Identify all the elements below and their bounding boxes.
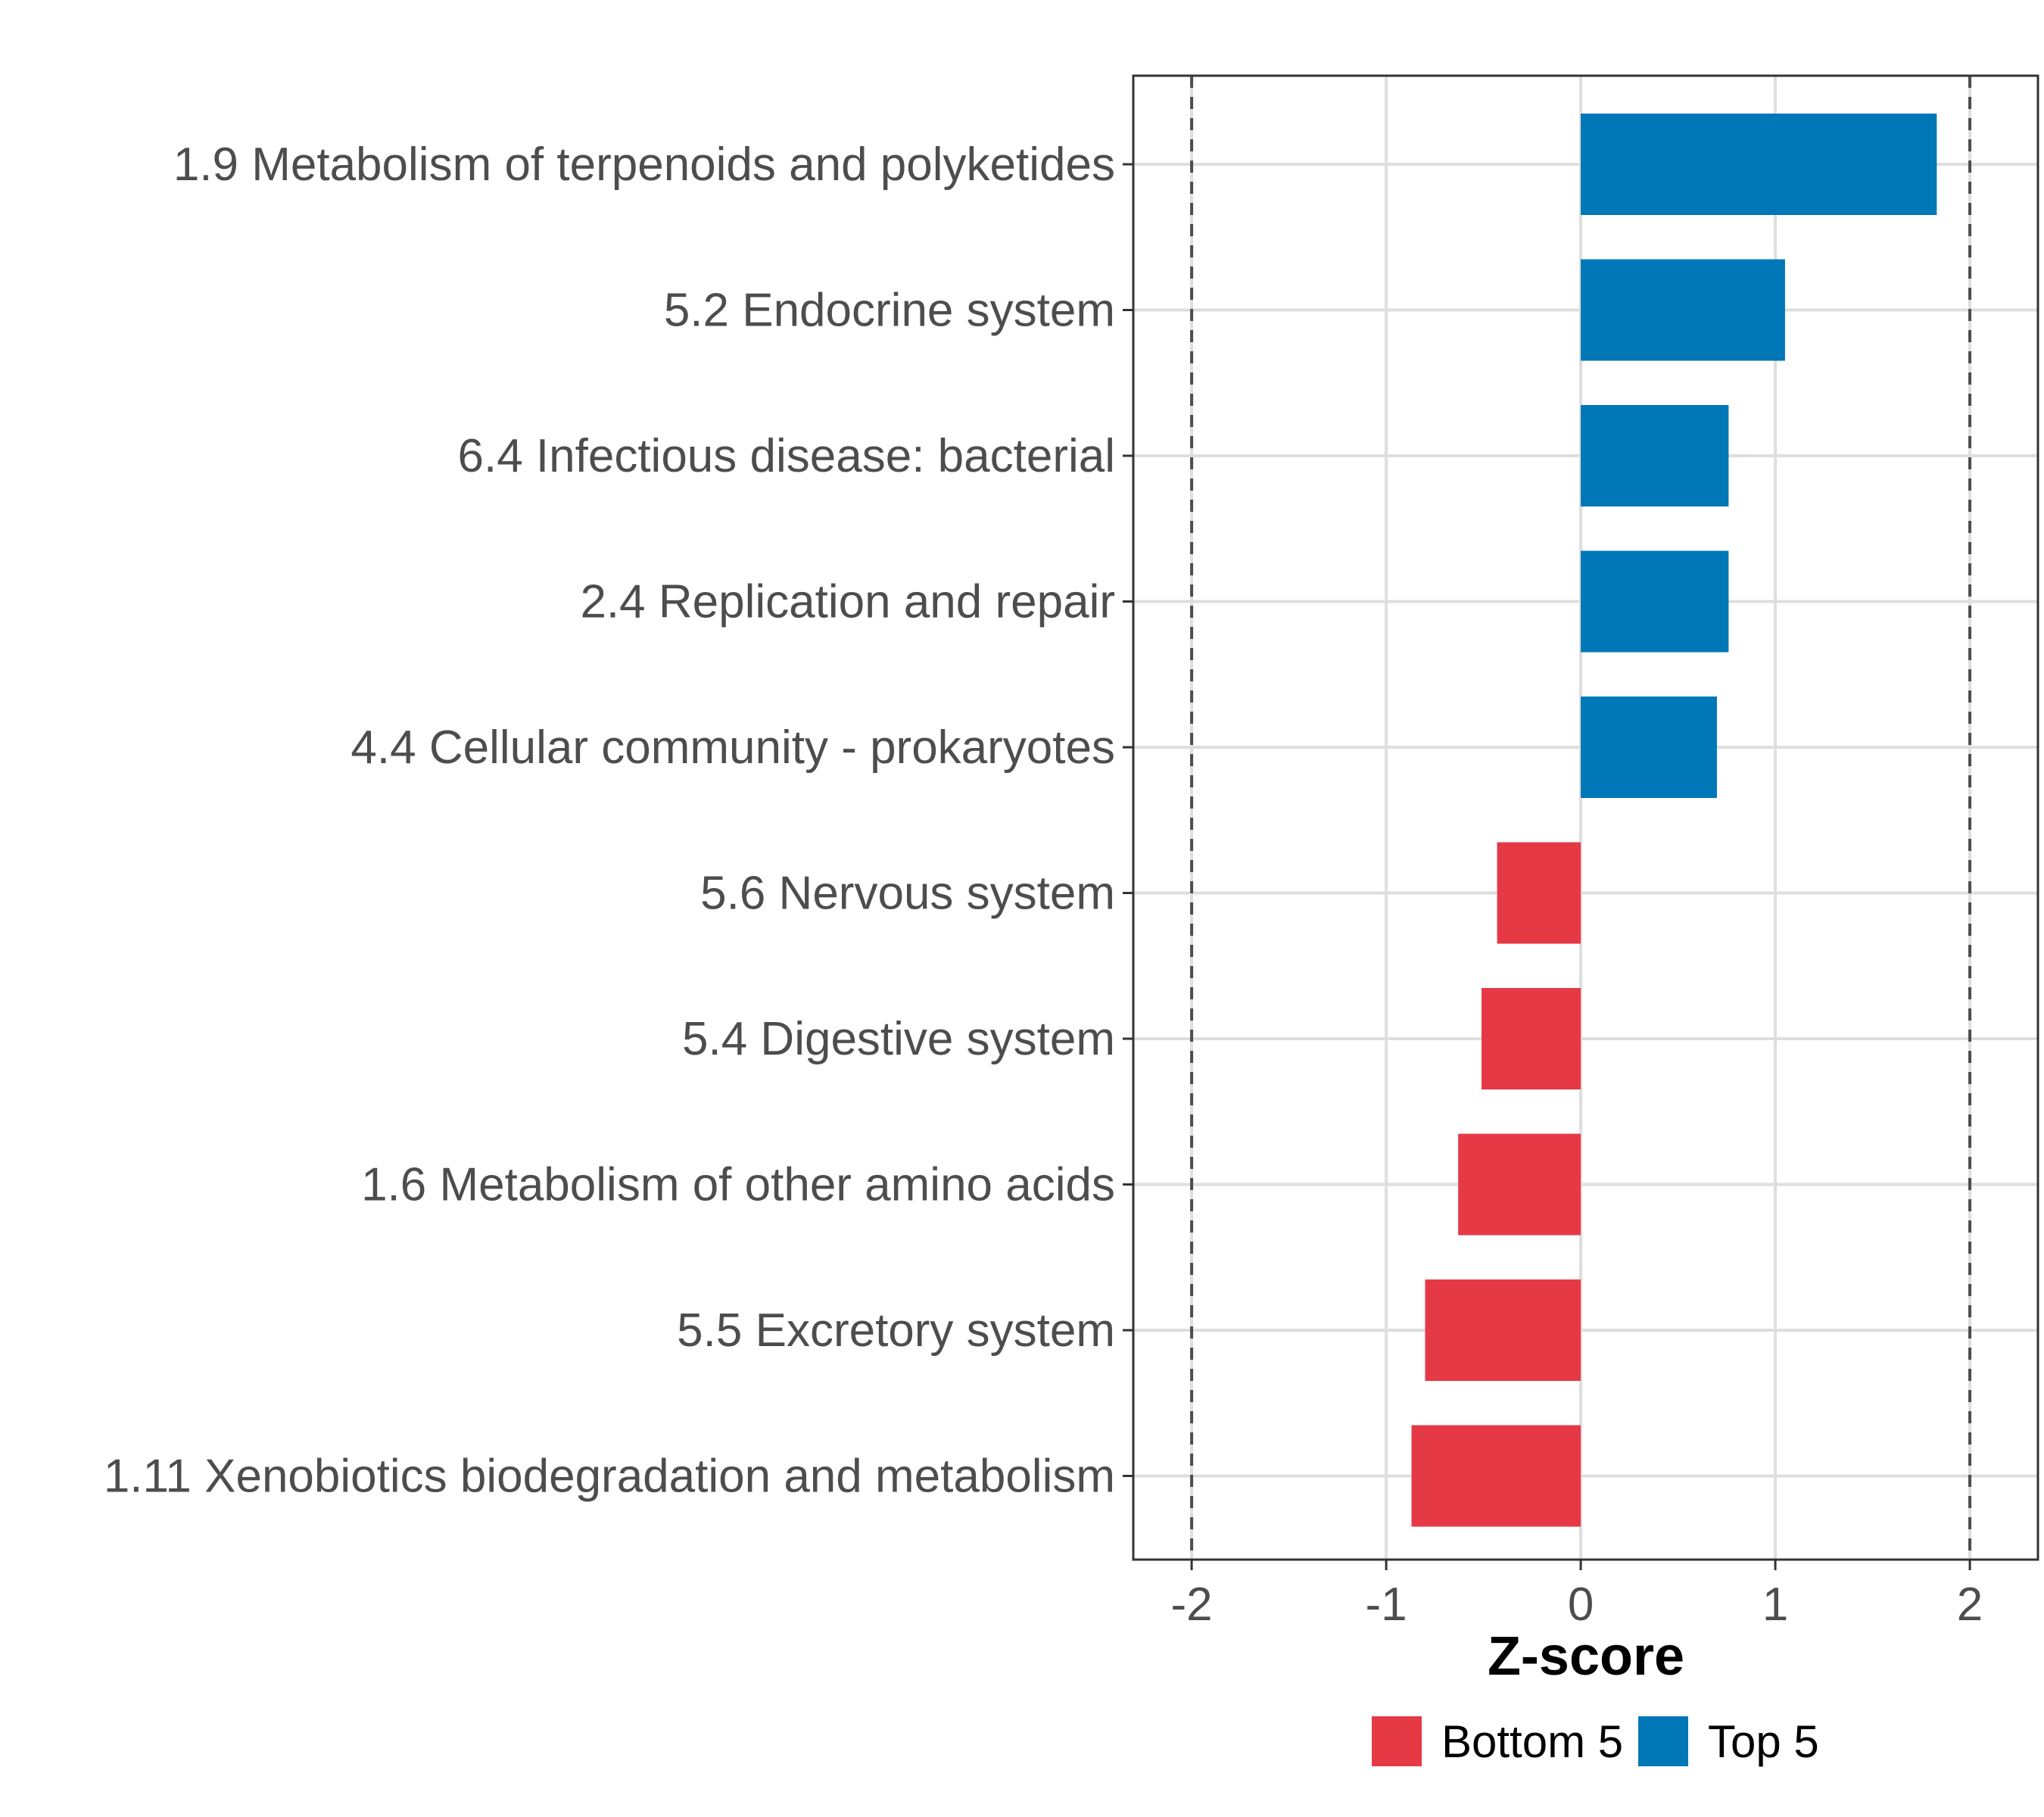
bar: [1411, 1425, 1581, 1527]
category-label: 6.4 Infectious disease: bacterial: [457, 430, 1115, 482]
x-tick-label: 0: [1568, 1579, 1594, 1631]
category-label: 5.5 Excretory system: [677, 1304, 1115, 1357]
legend-label: Bottom 5: [1441, 1716, 1623, 1767]
x-tick-label: -2: [1171, 1579, 1213, 1631]
bar: [1581, 114, 1937, 215]
bar: [1482, 988, 1581, 1089]
bar: [1581, 405, 1729, 506]
category-label: 1.11 Xenobiotics biodegradation and meta…: [104, 1451, 1115, 1503]
bar: [1581, 259, 1785, 361]
x-axis-title: Z-score: [1488, 1626, 1684, 1687]
bar: [1497, 842, 1581, 944]
reference-lines: [1190, 76, 1972, 1560]
x-tick-label: -1: [1366, 1579, 1407, 1631]
bar: [1458, 1133, 1581, 1236]
category-label: 1.9 Metabolism of terpenoids and polyket…: [173, 139, 1115, 191]
bars: [1411, 114, 1937, 1527]
category-label: 5.6 Nervous system: [700, 868, 1115, 920]
plot-panel-border: [1132, 74, 2039, 1561]
x-tick-label: 2: [1957, 1579, 1983, 1631]
category-label: 4.4 Cellular community - prokaryotes: [351, 722, 1115, 774]
x-axis-ticks: -2 -1 0 1 2: [1171, 1560, 1983, 1631]
category-label: 2.4 Replication and repair: [580, 576, 1115, 628]
legend: Bottom 5 Top 5: [1372, 1716, 1819, 1767]
y-axis-ticks: 1.9 Metabolism of terpenoids and polyket…: [104, 139, 1133, 1503]
category-label: 1.6 Metabolism of other amino acids: [361, 1159, 1115, 1211]
bar: [1581, 697, 1717, 798]
legend-swatch: [1638, 1716, 1688, 1766]
bar: [1581, 550, 1729, 653]
bar: [1425, 1279, 1581, 1381]
x-tick-label: 1: [1762, 1579, 1788, 1631]
legend-swatch: [1372, 1716, 1422, 1766]
category-label: 5.2 Endocrine system: [664, 285, 1115, 337]
category-label: 5.4 Digestive system: [682, 1013, 1115, 1065]
legend-label: Top 5: [1708, 1716, 1819, 1767]
